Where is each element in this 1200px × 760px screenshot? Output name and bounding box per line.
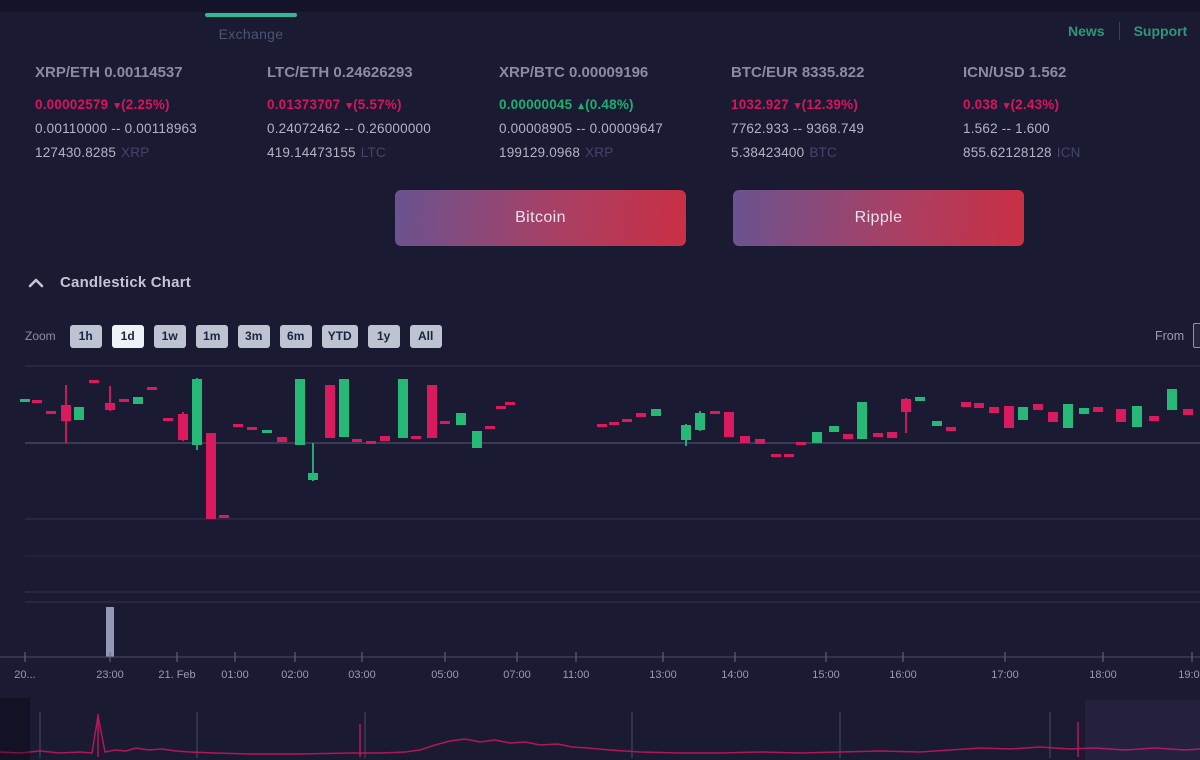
ticker-card[interactable]: XRP/BTC 0.00009196 0.00000045 ▴(0.48%) 0.00… — [499, 64, 731, 169]
x-axis-label: 16:00 — [889, 669, 917, 681]
zoom-controls: Zoom 1h 1d 1w 1m 3m 6m YTD 1y All — [25, 323, 452, 349]
ticker-change: 0.00000045 ▴(0.48%) — [499, 97, 634, 112]
change-arrow-icon: ▾ — [794, 100, 801, 112]
x-axis-label: 15:00 — [812, 669, 840, 681]
ticker-range: 7762.933 -- 9368.749 — [731, 121, 865, 136]
range-from: From — [1155, 323, 1200, 348]
corner-shade — [0, 698, 30, 760]
ticker-unit: LTC — [360, 145, 386, 160]
zoom-option-YTD[interactable]: YTD — [321, 324, 358, 348]
nav-links: News Support — [1068, 22, 1187, 40]
zoom-option-6m[interactable]: 6m — [279, 324, 312, 348]
chart-section-title: Candlestick Chart — [60, 274, 191, 291]
top-strip — [0, 0, 1200, 12]
ticker-range: 0.24072462 -- 0.26000000 — [267, 121, 431, 136]
ticker-change: 0.01373707 ▾(5.57%) — [267, 97, 402, 112]
x-axis-label: 14:00 — [721, 669, 749, 681]
x-axis-label: 21. Feb — [158, 669, 196, 681]
ticker-range: 0.00110000 -- 0.00118963 — [35, 121, 197, 136]
ticker-range: 0.00008905 -- 0.00009647 — [499, 121, 663, 136]
news-link[interactable]: News — [1068, 23, 1105, 39]
ticker-change: 1032.927 ▾(12.39%) — [731, 97, 859, 112]
ticker-row: XRP/ETH 0.00114537 0.00002579 ▾(2.25%) 0.00… — [35, 64, 1195, 169]
x-axis-label: 01:00 — [221, 669, 249, 681]
tab-exchange[interactable]: Exchange — [205, 0, 297, 42]
ticker-volume: 199129.0968 XRP — [499, 145, 614, 160]
tab-exchange-label: Exchange — [218, 26, 284, 42]
zoom-option-1y[interactable]: 1y — [367, 324, 400, 348]
ticker-pair-price: BTC/EUR 8335.822 — [731, 64, 865, 81]
ticker-pair-price: XRP/ETH 0.00114537 — [35, 64, 183, 81]
x-axis-label: 11:00 — [562, 669, 590, 681]
x-axis-label: 20... — [14, 669, 36, 681]
x-axis-label: 17:00 — [991, 669, 1019, 681]
change-arrow-icon: ▾ — [114, 100, 121, 112]
zoom-option-All[interactable]: All — [409, 324, 442, 348]
support-link[interactable]: Support — [1133, 23, 1188, 39]
x-axis-label: 18:00 — [1089, 669, 1117, 681]
ticker-unit: ICN — [1056, 145, 1081, 160]
x-axis-label: 19:00 — [1178, 669, 1200, 681]
ticker-card[interactable]: XRP/ETH 0.00114537 0.00002579 ▾(2.25%) 0.00… — [35, 64, 267, 169]
ticker-unit: BTC — [809, 145, 837, 160]
ticker-pair-price: LTC/ETH 0.24626293 — [267, 64, 413, 81]
ticker-change: 0.038 ▾(2.43%) — [963, 97, 1060, 112]
tab-active-underline — [205, 13, 297, 17]
zoom-option-1d[interactable]: 1d — [111, 324, 144, 348]
ticker-pair-price: ICN/USD 1.562 — [963, 64, 1067, 81]
change-arrow-icon: ▾ — [346, 100, 353, 112]
change-arrow-icon: ▴ — [578, 100, 585, 112]
x-axis-label: 07:00 — [503, 669, 531, 681]
x-axis-label: 23:00 — [96, 669, 124, 681]
nav-separator — [1118, 22, 1120, 40]
ticker-pair-price: XRP/BTC 0.00009196 — [499, 64, 649, 81]
ripple-button[interactable]: Ripple — [733, 190, 1024, 246]
ticker-range: 1.562 -- 1.600 — [963, 121, 1050, 136]
ticker-card[interactable]: LTC/ETH 0.24626293 0.01373707 ▾(5.57%) 0.24… — [267, 64, 499, 169]
zoom-label: Zoom — [25, 329, 56, 343]
from-date-input[interactable] — [1193, 323, 1200, 348]
ticker-volume: 127430.8285 XRP — [35, 145, 150, 160]
x-axis-label: 03:00 — [348, 669, 376, 681]
x-axis-label: 05:00 — [431, 669, 459, 681]
change-arrow-icon: ▾ — [1003, 100, 1010, 112]
zoom-option-3m[interactable]: 3m — [237, 324, 270, 348]
zoom-option-1h[interactable]: 1h — [69, 324, 102, 348]
chevron-up-icon[interactable] — [28, 277, 44, 289]
zoom-button-group: 1h 1d 1w 1m 3m 6m YTD 1y All — [69, 324, 452, 348]
x-axis-label: 13:00 — [649, 669, 677, 681]
ticker-volume: 5.38423400 BTC — [731, 145, 837, 160]
zoom-option-1m[interactable]: 1m — [195, 324, 228, 348]
ticker-unit: XRP — [121, 145, 150, 160]
ticker-unit: XRP — [585, 145, 614, 160]
ticker-card[interactable]: BTC/EUR 8335.822 1032.927 ▾(12.39%) 7762.93… — [731, 64, 963, 169]
ticker-volume: 855.62128128 ICN — [963, 145, 1081, 160]
zoom-option-1w[interactable]: 1w — [153, 324, 186, 348]
x-axis-label: 02:00 — [281, 669, 309, 681]
chart-section-header: Candlestick Chart — [28, 274, 191, 291]
from-label: From — [1155, 328, 1185, 343]
ticker-change: 0.00002579 ▾(2.25%) — [35, 97, 170, 112]
bitcoin-button[interactable]: Bitcoin — [395, 190, 686, 246]
ticker-volume: 419.14473155 LTC — [267, 145, 386, 160]
ticker-card[interactable]: ICN/USD 1.562 0.038 ▾(2.43%) 1.562 -- 1.600… — [963, 64, 1195, 169]
